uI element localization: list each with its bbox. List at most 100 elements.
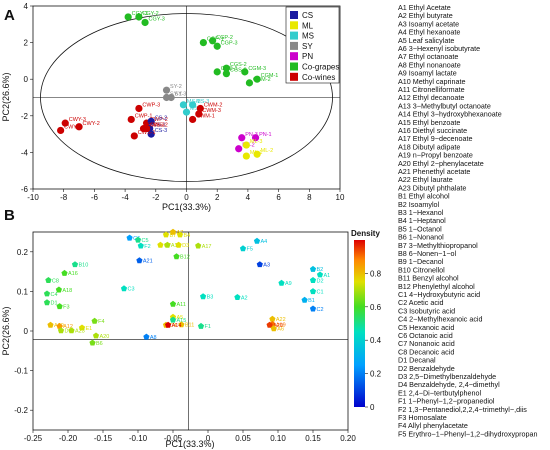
legend-label: MS xyxy=(302,32,314,41)
loading-point xyxy=(56,303,63,310)
score-point-label: SY-3 xyxy=(175,92,187,98)
compound-entry: A7 Ethyl octanoate xyxy=(398,52,458,61)
legend-label: SY xyxy=(302,42,313,51)
compound-entry: A12 Ethyl decanoate xyxy=(398,93,464,102)
loading-point xyxy=(164,241,171,248)
legend-swatch xyxy=(290,41,298,50)
compound-entry: B4 1−Heptanol xyxy=(398,216,446,225)
loading-point xyxy=(71,261,79,268)
loading-point xyxy=(136,257,143,264)
y-tick-label: -0.2 xyxy=(14,406,28,415)
loading-point xyxy=(157,241,164,248)
score-point xyxy=(199,39,207,47)
loading-point xyxy=(162,231,170,238)
compound-entry: A20 Ethyl 2−phenylacetate xyxy=(398,159,484,168)
colorbar-tick-label: 0.4 xyxy=(370,336,382,345)
score-point xyxy=(182,108,191,116)
y-tick-label: -2 xyxy=(21,112,29,121)
compound-entry: B10 Citronellol xyxy=(398,265,445,274)
score-point-label: CGS-1 xyxy=(221,66,238,72)
score-point xyxy=(57,126,65,135)
score-point-label: ML-2 xyxy=(261,148,274,154)
loading-point xyxy=(78,324,86,331)
score-point xyxy=(242,141,250,149)
compound-entry: B3 1−Hexanol xyxy=(398,208,444,217)
compound-entry: A22 Ethyl laurate xyxy=(398,175,453,184)
score-point-label: CGP-2 xyxy=(216,35,233,41)
loading-point-label: D2 xyxy=(317,278,324,284)
score-point-label: CGP-3 xyxy=(221,40,238,46)
loading-point xyxy=(316,271,324,278)
density-colorbar: Density 0 0.2 0.4 0.6 0.8 xyxy=(351,229,382,412)
score-point-label: MS-3 xyxy=(196,99,209,105)
score-point-label: PN-3 xyxy=(245,132,258,138)
loading-point-label: A13 xyxy=(171,243,181,249)
loading-point-label: B7 xyxy=(170,233,177,239)
y-tick-label: 0 xyxy=(24,75,29,84)
score-point xyxy=(189,115,197,124)
loading-point xyxy=(178,321,185,328)
score-point xyxy=(147,117,155,125)
loading-point-label: A14 xyxy=(172,323,182,329)
legend-swatch xyxy=(290,52,298,61)
score-point xyxy=(127,115,135,124)
x-tick-label: 10 xyxy=(336,193,345,202)
score-point xyxy=(251,134,260,142)
loading-point xyxy=(92,332,100,339)
score-point xyxy=(253,150,261,158)
loading-point-label: B6 xyxy=(96,341,103,347)
score-point-label: MS-2 xyxy=(190,106,203,112)
y-tick-label: 0.2 xyxy=(17,248,29,257)
compound-entry: C5 Hexanoic acid xyxy=(398,323,454,332)
x-tick-label: -2 xyxy=(152,193,160,202)
loading-point xyxy=(175,241,182,248)
score-point-label: CWM-2 xyxy=(204,102,223,108)
legend-label: Co-grapes xyxy=(302,63,339,72)
colorbar-title: Density xyxy=(351,229,380,238)
score-point-label: CGM-3 xyxy=(248,66,266,72)
compound-entry: E1 2,4−Di−tertbutylphenol xyxy=(398,388,482,397)
score-point xyxy=(238,134,246,142)
score-point-label: SY-1 xyxy=(170,92,182,98)
score-point xyxy=(141,18,149,27)
loading-point-label: A20 xyxy=(100,334,110,340)
loading-point xyxy=(173,253,180,260)
score-point-label: CGM-1 xyxy=(261,73,279,79)
score-point-label: CWS-1 xyxy=(138,130,156,136)
x-tick-label: -8 xyxy=(60,193,68,202)
score-point xyxy=(167,93,175,102)
loading-point-label: F5 xyxy=(247,247,253,253)
compound-entry: A3 Isoamyl acetate xyxy=(398,19,459,28)
loading-point-label: A16 xyxy=(68,271,78,277)
loading-point-label: F3 xyxy=(63,304,69,310)
compound-entry: A18 Dibutyl adipate xyxy=(398,142,460,151)
colorbar-tick-label: 0.8 xyxy=(370,269,382,278)
score-point-label: CGS-3 xyxy=(230,68,247,74)
score-point-label: CGY-3 xyxy=(149,16,165,22)
colorbar-tick-label: 0.2 xyxy=(370,370,382,379)
loading-point-label: A3 xyxy=(263,262,270,268)
score-point-label: CWP-2 xyxy=(150,117,168,123)
loading-plot: -0.25 -0.20 -0.15 -0.10 -0.05 0 0.05 0.10 0.15 0.… xyxy=(1,228,356,449)
x-tick-label: 0.15 xyxy=(305,434,321,443)
panel-b-label: B xyxy=(4,207,15,224)
loading-point xyxy=(197,322,205,329)
y-tick-label: 4 xyxy=(24,2,29,11)
loading-point-label: A22 xyxy=(276,317,286,323)
loading-point-label: F1 xyxy=(205,324,211,330)
score-point-label: CWY-3 xyxy=(69,117,86,123)
score-point-label: CGM-2 xyxy=(253,77,271,83)
x-axis-label-a: PC1(33.3%) xyxy=(162,202,211,212)
x-tick-label: -0.10 xyxy=(129,434,148,443)
loading-point xyxy=(91,317,98,324)
loading-point xyxy=(256,261,263,268)
loading-point xyxy=(56,322,63,329)
loading-point xyxy=(43,290,51,297)
loading-point xyxy=(169,316,177,323)
score-point-label: CWY-1 xyxy=(64,124,81,130)
compound-entry: D3 2,5−Dimethylbenzaldehyde xyxy=(398,372,496,381)
y-tick-label: 0.1 xyxy=(17,287,29,296)
x-tick-label: -4 xyxy=(122,193,130,202)
loading-point-label: B4 xyxy=(184,233,191,239)
